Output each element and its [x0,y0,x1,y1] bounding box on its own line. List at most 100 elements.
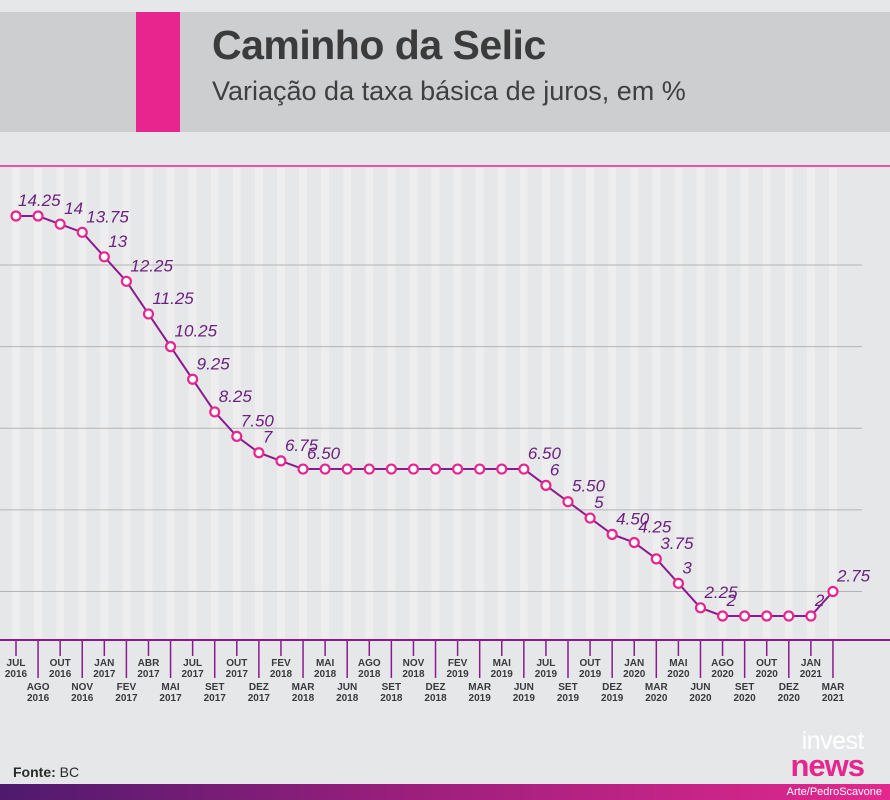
column-stripe [652,168,661,640]
column-stripe [232,168,241,640]
column-stripe [564,168,572,640]
column-stripe [674,168,683,640]
data-label: 4.50 [616,509,650,528]
x-tick-label-month: FEV [117,682,137,693]
data-point [231,430,243,443]
chart-title: Caminho da Selic [212,22,546,68]
x-tick-label-year: 2020 [623,669,646,680]
x-tick-label-month: OUT [226,658,247,669]
x-tick-label-month: JUL [183,658,202,669]
data-label: 6.75 [285,436,319,455]
column-stripe [541,168,550,640]
x-tick-label-year: 2019 [557,693,580,704]
data-point [584,512,596,524]
x-tick-label-month: JUN [690,682,710,693]
series-line [16,215,834,617]
x-tick-label-month: FEV [271,658,291,669]
data-point [562,496,574,508]
x-tick-label-year: 2020 [756,669,779,680]
x-tick-label-year: 2017 [93,669,116,680]
data-point [297,463,309,475]
x-tick-label-year: 2016 [49,669,72,680]
data-point [429,463,442,475]
data-label: 2 [726,591,737,610]
column-stripe [12,168,20,640]
x-tick-label-year: 2018 [270,669,293,680]
x-tick-label-month: OUT [580,658,601,669]
column-stripe [122,168,131,640]
column-stripe [409,168,418,640]
data-label: 13.75 [86,207,129,226]
column-stripe [519,168,528,640]
column-stripe [299,168,308,640]
data-label: 7 [263,428,273,447]
source-note: Fonte: BC [13,764,79,780]
data-label: 5.50 [572,477,606,496]
x-tick-label-year: 2019 [579,669,602,680]
data-point [805,610,817,622]
data-point [385,463,397,475]
x-tick-label-month: MAI [316,658,335,669]
column-stripe [210,168,219,640]
data-point [628,536,640,549]
x-tick-label-month: AGO [711,658,734,669]
x-tick-label-month: DEZ [779,682,799,693]
data-label: 11.25 [152,289,194,308]
data-point [209,406,221,418]
x-tick-label-year: 2018 [336,693,359,704]
data-point [253,447,265,459]
x-tick-label-month: MAR [645,682,669,693]
x-tick-label-year: 2020 [667,669,690,680]
x-tick-label-month: OUT [50,658,71,669]
x-tick-label-month: NOV [403,658,425,669]
data-label: 9.25 [197,354,231,373]
column-stripe [431,168,440,640]
x-tick-label-year: 2020 [734,693,757,704]
x-tick-label-year: 2017 [182,669,205,680]
column-stripe [188,168,197,640]
data-label: 3 [682,558,692,577]
column-stripe [608,168,617,640]
x-tick-label-month: MAI [669,658,688,669]
x-tick-label-year: 2017 [137,669,160,680]
data-point [363,463,375,475]
data-point [120,275,133,287]
data-label: 7.50 [241,411,275,430]
x-tick-label-year: 2019 [535,669,558,680]
x-tick-label-month: FEV [448,658,468,669]
data-point [407,463,420,475]
x-tick-label-year: 2018 [380,693,403,704]
data-label: 14.25 [18,191,61,210]
x-tick-label-year: 2018 [358,669,381,680]
x-tick-label-year: 2017 [204,693,227,704]
x-tick-label-month: SET [205,682,224,693]
data-point [783,610,795,622]
data-point [518,463,530,475]
x-tick-label-year: 2020 [689,693,712,704]
x-tick-label-year: 2020 [645,693,668,704]
x-tick-label-year: 2017 [115,693,138,704]
data-label: 2.75 [836,567,871,586]
x-tick-label-year: 2016 [27,693,50,704]
data-point [341,463,353,475]
data-label: 4.25 [638,518,672,537]
x-tick-label-month: JUL [536,658,555,669]
x-tick-label-month: MAI [493,658,512,669]
column-stripe [166,168,175,640]
column-stripe [630,168,639,640]
column-stripe [254,168,263,640]
column-stripe [365,168,374,640]
x-tick-label-month: MAR [292,682,316,693]
investnews-logo: invest news [790,729,865,782]
x-tick-label-month: SET [735,682,754,693]
data-point [606,528,618,540]
x-tick-label-month: DEZ [602,682,622,693]
data-point [827,585,839,598]
column-stripe [586,168,595,640]
data-label: 14 [64,199,83,218]
x-tick-label-month: ABR [138,658,160,669]
x-tick-label-year: 2019 [513,693,536,704]
x-tick-label-year: 2019 [469,693,492,704]
x-tick-label-month: NOV [71,682,93,693]
